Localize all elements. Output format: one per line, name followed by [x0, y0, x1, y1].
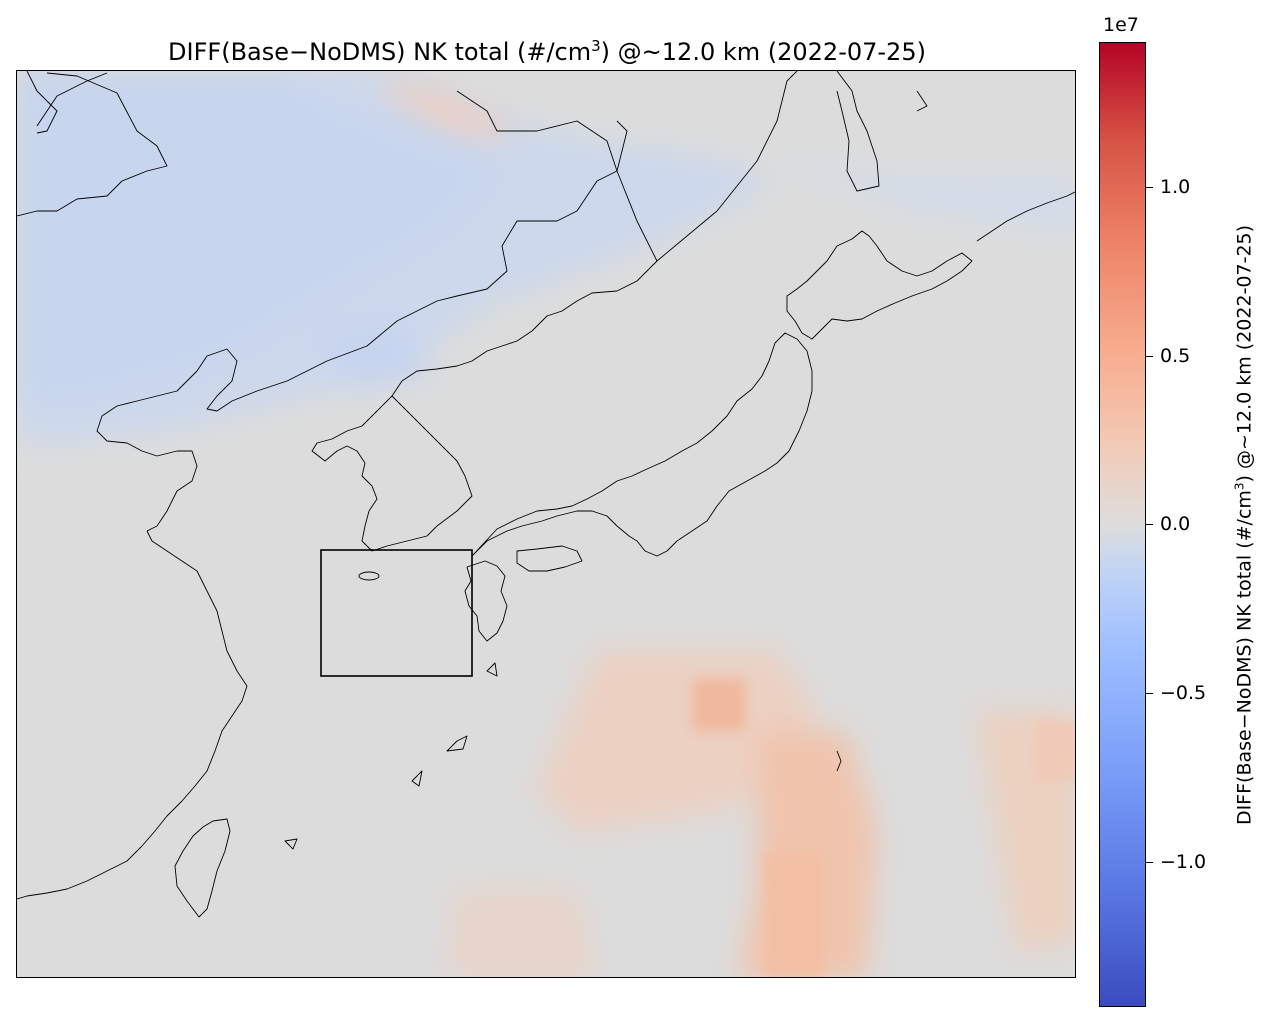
map-title: DIFF(Base−NoDMS) NK total (#/cm3) @~12.0… [168, 37, 926, 66]
colorbar-label: DIFF(Base−NoDMS) NK total (#/cm3) @~12.0… [1232, 224, 1256, 826]
colorbar-tick-label: 1.0 [1160, 176, 1191, 198]
colorbar-tick [1146, 862, 1153, 863]
colorbar-tick [1146, 187, 1153, 188]
negative-anomaly-field [17, 71, 1075, 441]
coastlines [17, 71, 1075, 918]
hokkaido-outline [786, 230, 973, 340]
colorbar-tick-label: −1.0 [1160, 851, 1207, 873]
highlight-box [320, 549, 473, 677]
taiwan-outline [174, 818, 231, 918]
colorbar-tick [1146, 693, 1153, 694]
honshu-outline [471, 332, 813, 557]
colorbar-tick [1146, 356, 1153, 357]
colorbar-tick-label: −0.5 [1160, 682, 1207, 704]
colorbar-tick [1146, 524, 1153, 525]
colorbar [1099, 42, 1146, 1007]
colorbar-exponent: 1e7 [1103, 14, 1139, 36]
positive-anomaly-core [693, 679, 1075, 977]
colorbar-tick-label: 0.0 [1160, 513, 1191, 535]
kyushu-outline [464, 560, 508, 642]
colorbar-tick-label: 0.5 [1160, 345, 1191, 367]
map-canvas [17, 71, 1075, 977]
jeju-outline [358, 571, 380, 581]
mongolia-border [17, 72, 168, 217]
map-panel[interactable] [16, 70, 1076, 978]
